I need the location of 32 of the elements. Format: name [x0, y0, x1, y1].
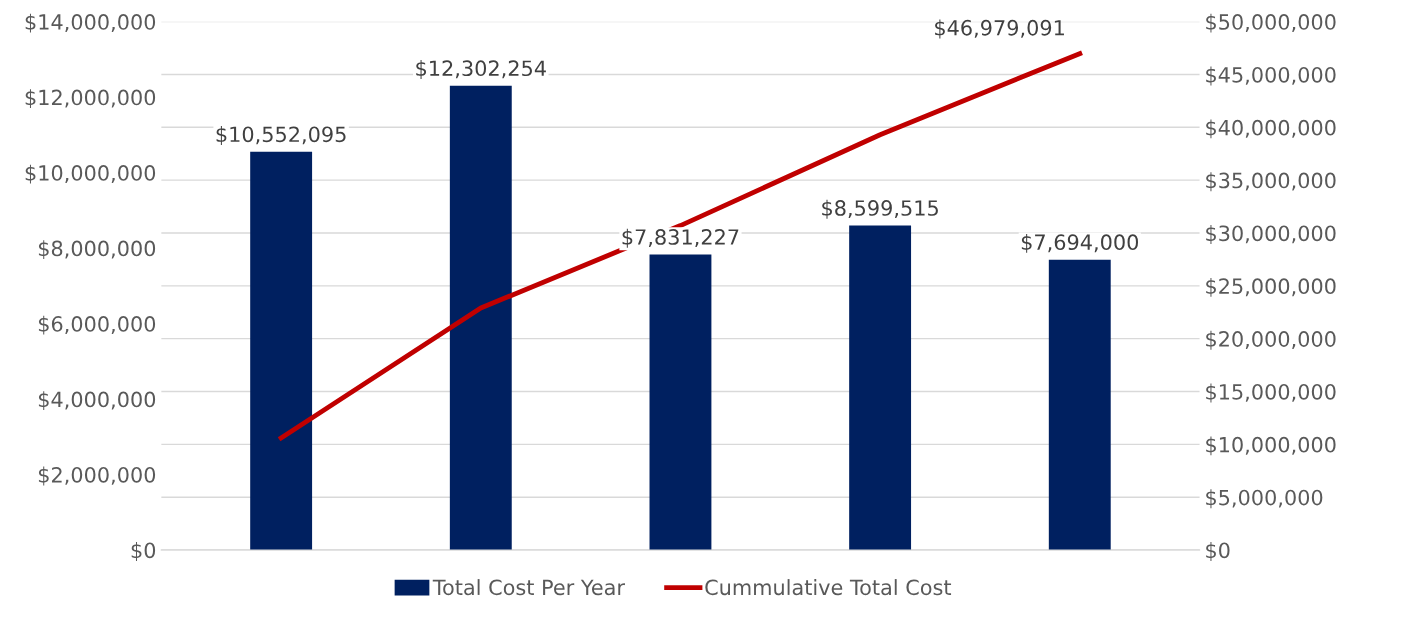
y-tick-label: $4,000,000: [38, 391, 156, 411]
y2-tick-label: $25,000,000: [1206, 277, 1336, 297]
y2-tick-label: $45,000,000: [1206, 66, 1336, 86]
bar: [649, 254, 712, 551]
bar: [250, 151, 313, 551]
legend-label: Total Cost Per Year: [432, 579, 625, 596]
y2-tick-label: $40,000,000: [1206, 119, 1336, 139]
y-tick-label: $14,000,000: [25, 13, 156, 33]
y2-tick-label: $5,000,000: [1206, 489, 1323, 509]
y-tick-label: $6,000,000: [38, 315, 156, 335]
y2-tick-label: $50,000,000: [1206, 13, 1336, 33]
data-label: $10,552,095: [216, 126, 346, 145]
y2-tick-label: $35,000,000: [1206, 172, 1336, 192]
data-label: $7,831,227: [622, 228, 739, 248]
y2-tick-label: $0: [1206, 542, 1230, 561]
data-label: $46,979,091: [935, 19, 1064, 39]
y-tick-label: $8,000,000: [38, 240, 156, 260]
bar: [449, 85, 512, 551]
y-tick-label: $0: [131, 542, 156, 561]
bar: [1048, 259, 1111, 551]
y-tick-label: $12,000,000: [25, 89, 156, 109]
legend-label: Cummulative Total Cost: [705, 579, 952, 596]
y2-tick-label: $20,000,000: [1206, 330, 1336, 350]
y2-tick-label: $10,000,000: [1206, 436, 1336, 456]
data-label: $7,694,000: [1021, 233, 1139, 253]
y-tick-label: $10,000,000: [25, 164, 156, 184]
y2-tick-label: $30,000,000: [1206, 225, 1336, 244]
y-tick-label: $2,000,000: [38, 466, 156, 486]
data-label: $8,599,515: [822, 199, 938, 219]
y2-tick-label: $15,000,000: [1206, 383, 1336, 403]
data-label: $12,302,254: [416, 59, 546, 79]
bar: [849, 225, 912, 551]
